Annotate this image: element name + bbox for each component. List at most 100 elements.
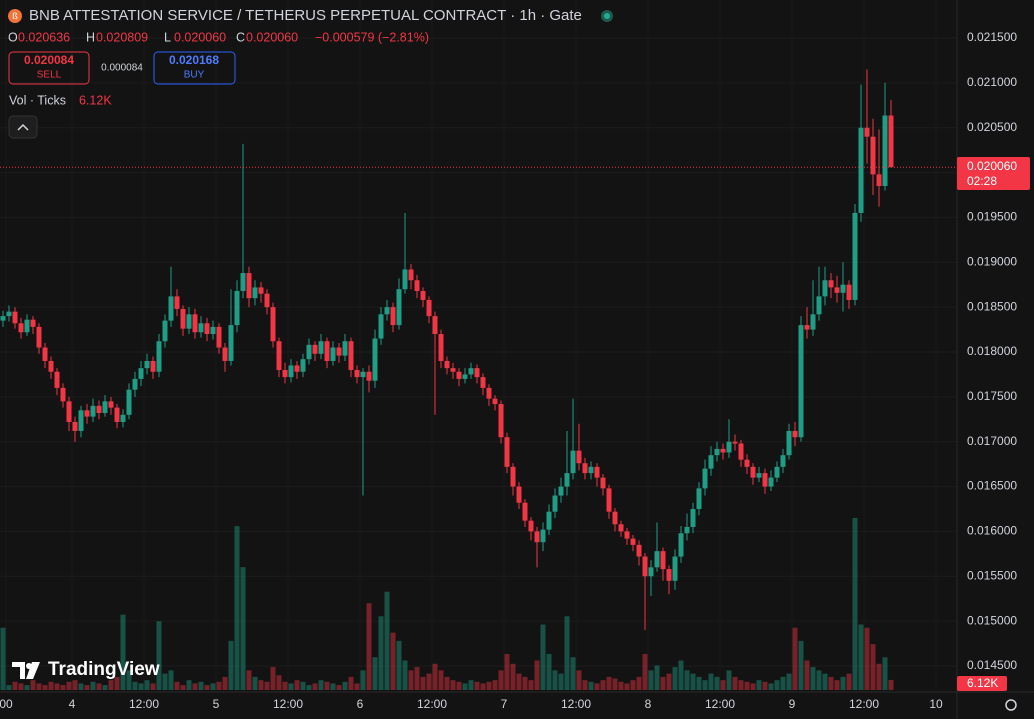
candle-body [468,368,474,375]
volume-bar [582,680,588,690]
sell-frame[interactable] [8,51,90,85]
volume-bar [522,676,528,690]
x-tick-label: 6 [357,697,364,711]
candle-body [720,448,726,453]
candle-body [354,369,360,378]
volume-bar [18,683,24,690]
ohlc-value: 0.020060 [174,30,226,44]
buy-label[interactable]: BUY [184,70,205,81]
volume-bar [486,681,492,690]
volume-bar [480,683,486,690]
candle-body [390,307,396,326]
candle-body [84,410,90,417]
volume-bar [126,670,132,690]
sell-button[interactable]: 0.020084 SELL [8,51,90,85]
candle-body [816,296,822,315]
ohlc-value: 0.020809 [96,30,148,44]
volume-bar [258,680,264,690]
candle-body [42,347,48,361]
volume-bar [390,632,396,690]
change: −0.000579 (−2.81%) [315,30,429,44]
candle-body [474,368,480,378]
collapse-caret[interactable] [17,123,29,131]
candle-body [54,371,60,388]
candle-body [6,311,12,317]
volume-indicator-value: 6.12K [79,93,112,107]
candle-body [132,378,138,390]
candle-body [882,115,888,187]
volume-bar [558,673,564,690]
settings-icon[interactable] [1005,699,1017,711]
volume-bar [246,670,252,690]
volume-bar [282,681,288,690]
candle-body [534,531,540,543]
y-tick-label: 0.015500 [967,568,1017,582]
candle-body [0,316,6,321]
sell-price[interactable]: 0.020084 [24,53,74,67]
volume-bar [432,663,438,690]
volume-bar [636,676,642,690]
candle-body [504,437,510,467]
volume-bar [864,627,870,690]
candle-body [312,344,318,354]
volume-bar [294,680,300,690]
volume-bar [726,670,732,690]
volume-bar [150,683,156,690]
volume-bar [48,681,54,690]
volume-bar [0,627,6,690]
volume-bar [300,681,306,690]
volume-bar [540,624,546,690]
volume-bar [66,681,72,690]
candle-body [456,371,462,379]
candle-body [240,273,246,291]
volume-bar [576,670,582,690]
candle-body [72,421,78,431]
candle-body [18,323,24,333]
ohlc-label: O [8,30,18,44]
volume-bar [156,621,162,690]
candle-body [174,296,180,309]
candle-body [324,341,330,361]
volume-bar [180,685,186,690]
buy-button[interactable]: 0.020168 BUY [153,51,236,85]
candle-body [150,360,156,372]
y-tick-label: 0.020500 [967,120,1017,134]
candle-body [594,466,600,478]
collapse-button[interactable] [8,115,38,139]
buy-price[interactable]: 0.020168 [169,53,219,67]
volume-bar [312,683,318,690]
volume-bar [492,680,498,690]
candle-body [588,466,594,474]
volume-bar [24,685,30,690]
candle-body [540,529,546,543]
candle-body [780,455,786,467]
volume-bar [96,683,102,690]
candle-body [252,287,258,299]
candle-body [120,414,126,422]
candle-body [300,359,306,372]
volume-bar [60,685,66,690]
buy-frame[interactable] [153,51,236,85]
volume-bar [684,670,690,690]
volume-bar [414,667,420,690]
candle-body [138,368,144,379]
candle-body [690,509,696,527]
volume-bar [306,685,312,690]
volume-bar [384,591,390,690]
candle-body [432,316,438,335]
candle-body [96,405,102,414]
volume-bar [138,683,144,690]
ohlc-label: H [86,30,95,44]
candle-body [294,365,300,372]
volume-bar [804,660,810,690]
candle-body [384,307,390,315]
volume-indicator-label: Vol · Ticks [9,93,66,107]
x-tick-label: 12:00 [705,697,735,711]
volume-bar [588,681,594,690]
sell-label[interactable]: SELL [37,70,62,81]
volume-bar [324,681,330,690]
candle-body [516,486,522,503]
candle-body [858,127,864,213]
